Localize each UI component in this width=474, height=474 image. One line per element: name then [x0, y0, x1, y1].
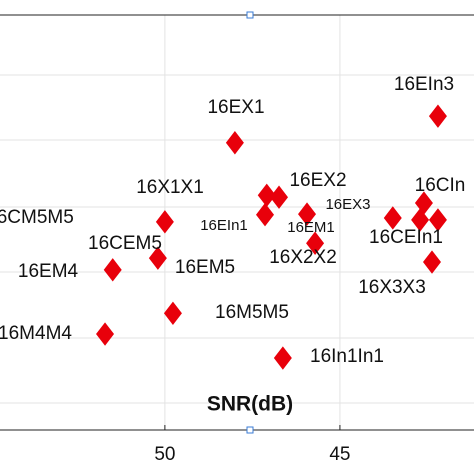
point-label: 16CIn — [415, 175, 466, 196]
point-label: 16EX3 — [325, 196, 370, 213]
x-axis-label: SNR(dB) — [207, 393, 293, 416]
point-label: 16EM4 — [18, 261, 79, 282]
point — [383, 206, 402, 230]
x-tick-label: 50 — [154, 444, 175, 465]
point — [428, 208, 447, 232]
point-label: 16EX2 — [289, 170, 346, 191]
point-label: 16CM5M5 — [0, 207, 74, 228]
point — [148, 246, 167, 270]
selection-handle — [246, 426, 254, 434]
point — [155, 210, 174, 234]
point-label: 16EIn1 — [200, 217, 248, 234]
point-label: 16M5M5 — [215, 302, 289, 323]
point-label: 16X1X1 — [136, 177, 204, 198]
selection-handle — [246, 11, 254, 19]
point — [103, 258, 122, 282]
point-label: 16EX1 — [207, 97, 264, 118]
point — [306, 231, 325, 255]
point — [298, 202, 317, 226]
point — [257, 183, 276, 207]
point-label: 16X3X3 — [358, 277, 426, 298]
point — [428, 104, 447, 128]
point — [273, 346, 292, 370]
point — [256, 203, 275, 227]
point-label: 16CEM5 — [88, 233, 162, 254]
point — [163, 301, 182, 325]
point-label: 16X2X2 — [269, 247, 337, 268]
point-label: 16M4M4 — [0, 323, 72, 344]
point — [270, 185, 289, 209]
x-tick-label: 45 — [329, 444, 350, 465]
point-label: 16EIn3 — [394, 74, 454, 95]
marks — [96, 15, 447, 430]
plot-area — [0, 74, 474, 404]
point — [414, 191, 433, 215]
point-label: 16CEIn1 — [369, 227, 443, 248]
point — [422, 250, 441, 274]
point-label: 16In1In1 — [310, 346, 384, 367]
point — [411, 208, 430, 232]
point-label: 16EM5 — [175, 257, 235, 278]
point — [96, 322, 115, 346]
point-label: 16EM1 — [287, 219, 335, 236]
point — [225, 131, 244, 155]
